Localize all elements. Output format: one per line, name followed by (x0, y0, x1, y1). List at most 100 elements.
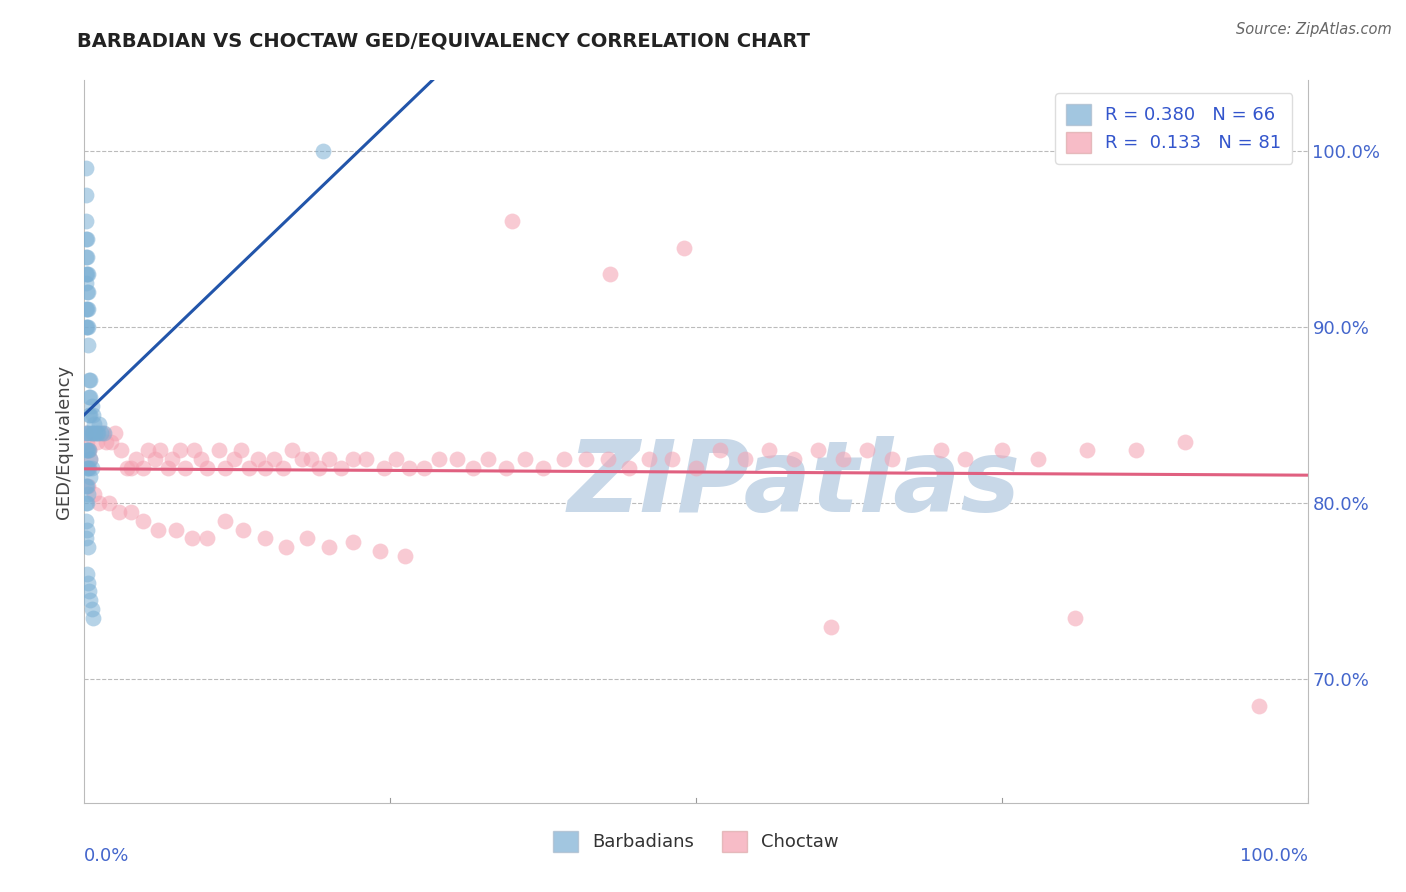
Point (77, 541, 100, 555)
Point (76, 302, 98, 317)
Point (132, 514, 155, 528)
Point (96, 434, 118, 449)
Point (76, 566, 98, 581)
Point (318, 541, 340, 555)
Point (146, 523, 169, 537)
Point (318, 452, 340, 467)
Point (136, 443, 159, 458)
Point (77, 443, 100, 458)
Point (77, 478, 100, 492)
Text: 0.0%: 0.0% (84, 847, 129, 865)
Point (394, 549, 416, 563)
Point (80, 602, 103, 616)
Point (76, 250, 98, 264)
Point (76, 232, 98, 246)
Point (75, 425, 97, 440)
Point (247, 452, 270, 467)
Point (1174, 434, 1197, 449)
Point (831, 452, 853, 467)
Point (291, 452, 314, 467)
Point (77, 302, 100, 317)
Point (991, 443, 1014, 458)
Point (76, 434, 98, 449)
Point (132, 461, 155, 475)
Point (75, 478, 97, 492)
Point (149, 443, 172, 458)
Text: Source: ZipAtlas.com: Source: ZipAtlas.com (1236, 22, 1392, 37)
Point (76, 425, 98, 440)
Point (93, 425, 115, 440)
Point (330, 461, 353, 475)
Point (342, 452, 364, 467)
Point (238, 461, 260, 475)
Point (661, 452, 683, 467)
Legend: Barbadians, Choctaw: Barbadians, Choctaw (546, 823, 846, 859)
Point (77, 267, 100, 281)
Point (553, 452, 575, 467)
Point (477, 452, 499, 467)
Point (214, 514, 236, 528)
Point (617, 461, 640, 475)
Point (672, 241, 695, 255)
Point (79, 470, 101, 484)
Point (208, 443, 231, 458)
Point (75, 496, 97, 510)
Point (82, 408, 104, 422)
Point (80, 425, 103, 440)
Point (77, 575, 100, 590)
Point (77, 461, 100, 475)
Point (75, 250, 97, 264)
Point (76, 267, 98, 281)
Point (80, 461, 103, 475)
Point (820, 619, 842, 633)
Point (84, 425, 107, 440)
Point (79, 408, 101, 422)
Point (281, 443, 304, 458)
Point (385, 452, 408, 467)
Point (513, 452, 536, 467)
Point (880, 452, 903, 467)
Point (734, 452, 756, 467)
Point (254, 532, 277, 546)
Point (77, 425, 100, 440)
Point (77, 487, 100, 501)
Point (1028, 452, 1050, 467)
Point (75, 514, 97, 528)
Point (87, 425, 110, 440)
Point (97, 496, 120, 510)
Point (86, 434, 108, 449)
Point (76, 320, 98, 334)
Text: ZIPatlas: ZIPatlas (567, 436, 1021, 533)
Point (190, 452, 212, 467)
Point (299, 452, 322, 467)
Point (596, 452, 619, 467)
Text: BARBADIAN VS CHOCTAW GED/EQUIVALENCY CORRELATION CHART: BARBADIAN VS CHOCTAW GED/EQUIVALENCY COR… (77, 31, 810, 50)
Point (76, 461, 98, 475)
Point (342, 535, 364, 549)
Point (79, 391, 101, 405)
Point (638, 452, 661, 467)
Point (77, 373, 100, 387)
Point (75, 443, 97, 458)
Point (758, 443, 780, 458)
Point (77, 408, 100, 422)
Point (79, 593, 101, 607)
Point (312, 144, 335, 158)
Point (162, 452, 184, 467)
Point (77, 391, 100, 405)
Point (1125, 443, 1147, 458)
Point (77, 461, 100, 475)
Point (195, 532, 218, 546)
Point (75, 214, 97, 228)
Point (502, 214, 524, 228)
Point (856, 443, 879, 458)
Point (446, 452, 468, 467)
Point (75, 532, 97, 546)
Point (77, 443, 100, 458)
Point (271, 461, 294, 475)
Point (685, 461, 707, 475)
Point (1076, 443, 1098, 458)
Point (77, 443, 100, 458)
Point (214, 461, 236, 475)
Point (143, 452, 166, 467)
